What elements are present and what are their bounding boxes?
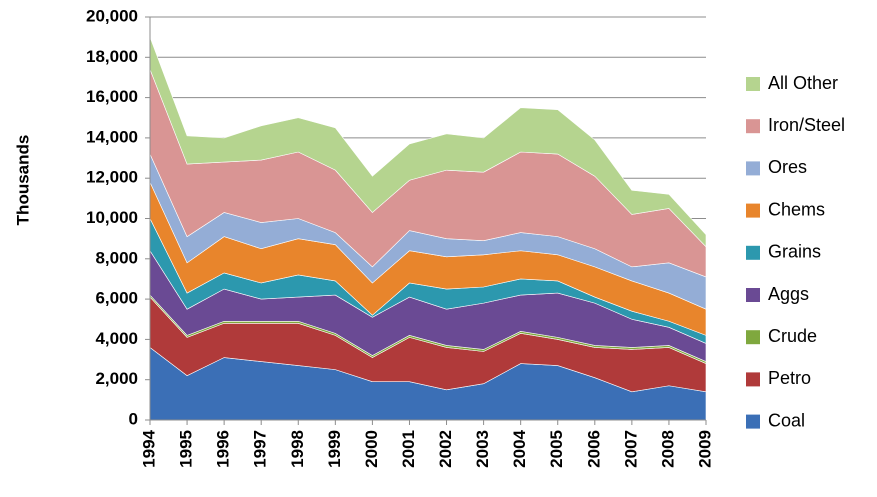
x-tick-label: 2007 (621, 430, 640, 468)
y-tick-label: 8,000 (95, 248, 138, 267)
x-tick-label: 1997 (251, 430, 270, 468)
x-tick-label: 2009 (695, 430, 714, 468)
x-tick-label: 2008 (658, 430, 677, 468)
legend-label: Grains (768, 242, 821, 262)
legend-label: Crude (768, 326, 817, 346)
legend-swatch (746, 203, 760, 218)
y-tick-label: 2,000 (95, 369, 138, 388)
x-tick-label: 2006 (584, 430, 603, 468)
legend-label: All Other (768, 73, 838, 93)
y-tick-label: 20,000 (86, 6, 138, 25)
y-tick-label: 0 (129, 409, 138, 428)
y-axis-label: Thousands (13, 135, 32, 226)
legend-swatch (746, 372, 760, 387)
y-tick-label: 16,000 (86, 87, 138, 106)
y-tick-label: 6,000 (95, 289, 138, 308)
x-tick-label: 2001 (399, 430, 418, 468)
x-tick-label: 1994 (139, 429, 158, 467)
y-tick-label: 18,000 (86, 47, 138, 66)
y-tick-label: 14,000 (86, 127, 138, 146)
y-tick-label: 10,000 (86, 208, 138, 227)
legend-swatch (746, 245, 760, 260)
y-tick-label: 12,000 (86, 168, 138, 187)
x-tick-label: 1999 (325, 430, 344, 468)
legend-swatch (746, 119, 760, 134)
legend-swatch (746, 414, 760, 429)
legend-label: Ores (768, 157, 807, 177)
legend-swatch (746, 288, 760, 302)
x-tick-label: 2005 (547, 430, 566, 468)
legend-swatch (746, 161, 760, 176)
area (149, 37, 707, 248)
legend-swatch (746, 77, 760, 91)
legend-swatch (746, 330, 760, 345)
y-tick-label: 4,000 (95, 329, 138, 348)
legend-label: Aggs (768, 284, 809, 304)
x-tick-label: 1996 (214, 430, 233, 468)
legend-label: Chems (768, 199, 825, 219)
x-tick-label: 1998 (288, 430, 307, 468)
x-tick-label: 2004 (510, 429, 529, 467)
x-tick-label: 2002 (436, 430, 455, 468)
x-tick-label: 2000 (362, 430, 381, 468)
legend-label: Petro (768, 368, 811, 388)
legend-label: Coal (768, 410, 805, 430)
x-tick-label: 2003 (473, 430, 492, 468)
x-tick-label: 1995 (177, 430, 196, 468)
legend-label: Iron/Steel (768, 115, 845, 135)
